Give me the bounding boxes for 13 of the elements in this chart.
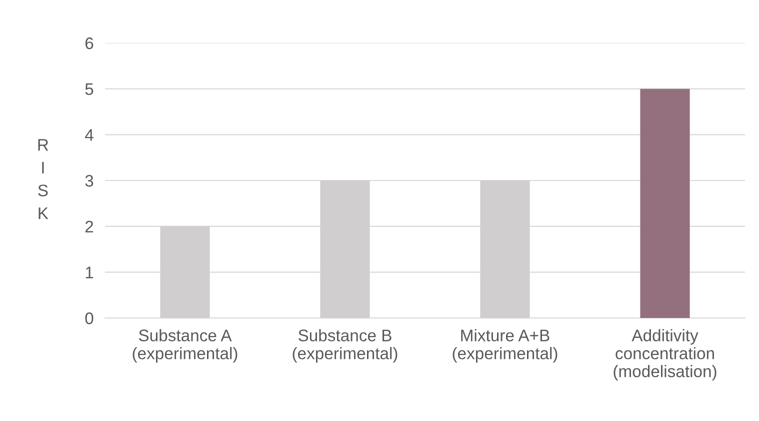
y-tick-label: 4	[85, 129, 94, 141]
x-tick-label: Mixture A+B (experimental)	[452, 329, 558, 363]
y-tick-label: 3	[85, 174, 94, 187]
y-tick-label: 0	[85, 312, 94, 324]
x-tick-label: Additivity concentration (modelisation)	[614, 329, 716, 381]
y-tick-label: 6	[85, 37, 94, 50]
y-tick-label: 5	[85, 83, 94, 96]
x-tick-label: Substance B (experimental)	[292, 329, 398, 363]
y-tick-label: 2	[85, 220, 94, 232]
y-tick-label: 1	[86, 266, 94, 278]
bar	[640, 88, 690, 318]
x-tick-label: Substance A (experimental)	[132, 329, 238, 363]
y-axis-title: R I S K	[38, 139, 48, 219]
